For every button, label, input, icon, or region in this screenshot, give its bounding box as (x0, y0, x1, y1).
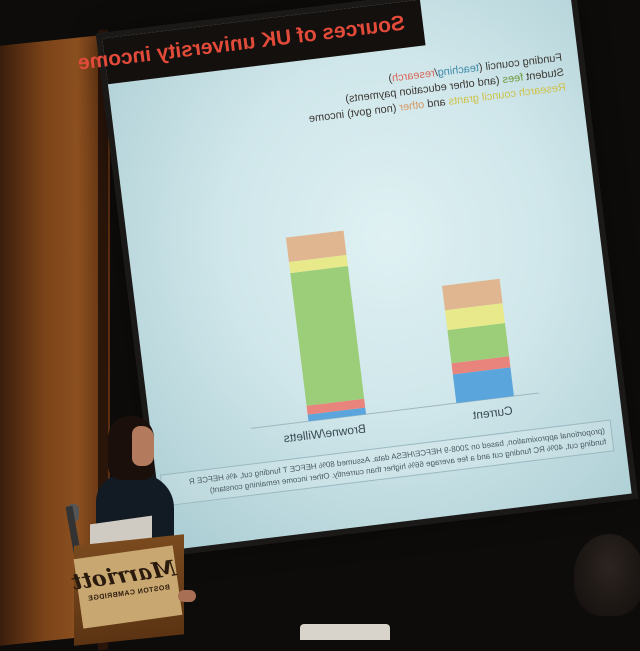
speaker-face (132, 426, 154, 466)
audience-chairs (300, 624, 390, 640)
audience-head (574, 534, 640, 616)
podium-logo-sign: Marriott BOSTON CAMBRIDGE (74, 545, 183, 628)
stacked-bar-chart: Current Browne/Willetts (206, 187, 562, 456)
projection-screen: Sources of UK university income Funding … (102, 0, 631, 551)
legend-other: other (399, 99, 425, 114)
slide: Sources of UK university income Funding … (102, 0, 631, 551)
bar-segment-current-2 (447, 323, 509, 363)
speaker-hand (178, 590, 196, 602)
bar-segment-browne-willetts-2 (290, 266, 364, 406)
legend-grants-mid: and (424, 96, 450, 111)
legend-fees: fees (502, 72, 524, 86)
